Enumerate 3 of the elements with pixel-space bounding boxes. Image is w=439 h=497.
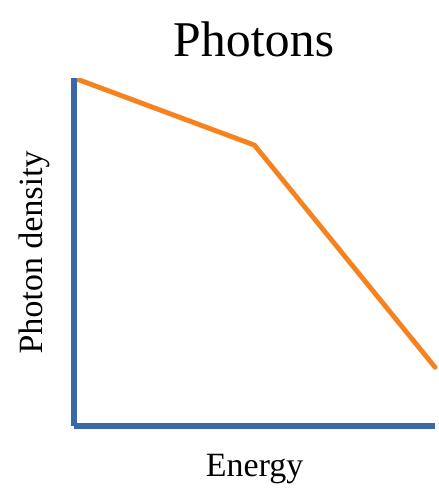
chart-title: Photons xyxy=(172,10,336,69)
y-axis-title: Photon density xyxy=(13,150,50,354)
x-axis-title: Energy xyxy=(206,447,304,484)
